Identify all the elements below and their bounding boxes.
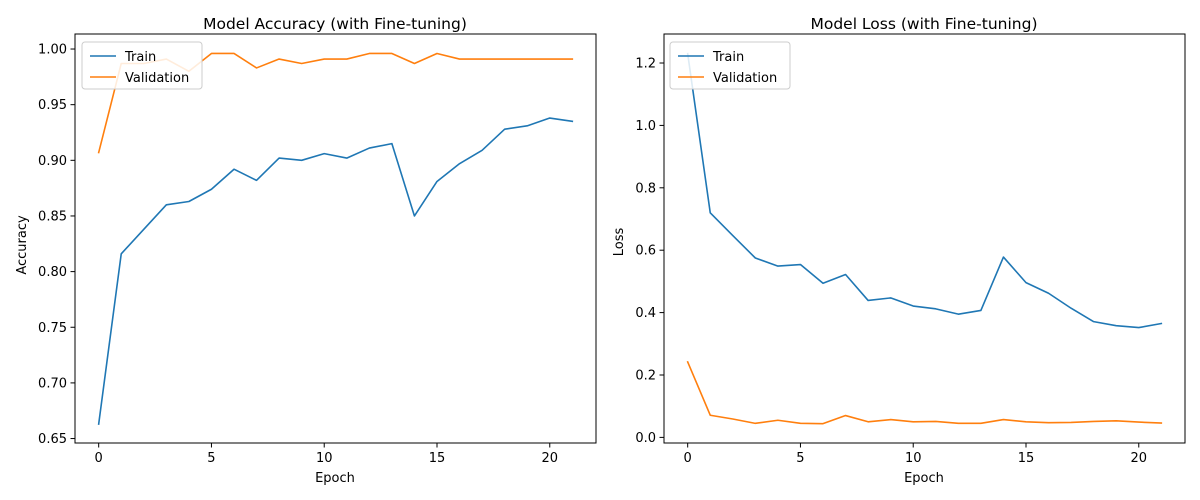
loss-series-lines — [686, 52, 1163, 425]
loss-x-axis-label: Epoch — [904, 471, 944, 486]
accuracy-y-axis-label: Accuracy — [15, 215, 30, 275]
loss-x-tick-label: 10 — [905, 451, 922, 466]
accuracy-ticks: 0 5 10 15 20 0.65 0.70 0.75 0.80 0.85 0.90 0.95 1.00 — [38, 43, 558, 466]
accuracy-legend-train-label: Train — [124, 50, 156, 65]
loss-train-line — [686, 52, 1163, 329]
accuracy-train-line — [97, 117, 574, 425]
accuracy-legend-validation-label: Validation — [125, 71, 189, 86]
loss-x-tick-label: 0 — [684, 451, 692, 466]
loss-y-tick-label: 0.2 — [635, 368, 656, 383]
accuracy-x-tick-label: 10 — [316, 451, 333, 466]
accuracy-x-axis-label: Epoch — [315, 471, 355, 486]
accuracy-chart-title: Model Accuracy (with Fine-tuning) — [203, 15, 467, 33]
loss-y-tick-label: 1.0 — [635, 119, 656, 134]
loss-y-tick-label: 0.8 — [635, 181, 656, 196]
accuracy-y-tick-label: 0.95 — [38, 98, 67, 113]
accuracy-y-tick-label: 0.65 — [38, 432, 67, 447]
loss-chart: Model Loss (with Fine-tuning) Epoch Loss… — [612, 15, 1186, 486]
loss-validation-line — [686, 360, 1163, 425]
accuracy-x-tick-label: 20 — [541, 451, 558, 466]
loss-legend-validation-label: Validation — [713, 71, 777, 86]
loss-y-tick-label: 0.6 — [635, 244, 656, 259]
accuracy-y-tick-label: 0.75 — [38, 321, 67, 336]
loss-plot-frame — [663, 33, 1186, 444]
accuracy-y-tick-label: 1.00 — [38, 43, 67, 58]
accuracy-legend: Train Validation — [81, 41, 203, 90]
accuracy-x-tick-label: 15 — [429, 451, 446, 466]
loss-y-axis-label: Loss — [612, 228, 627, 257]
accuracy-y-tick-label: 0.90 — [38, 154, 67, 169]
loss-x-tick-label: 15 — [1018, 451, 1035, 466]
accuracy-y-tick-label: 0.85 — [38, 209, 67, 224]
accuracy-y-tick-label: 0.70 — [38, 376, 67, 391]
loss-y-tick-label: 1.2 — [635, 57, 656, 72]
accuracy-plot-frame — [74, 33, 597, 444]
loss-x-tick-label: 5 — [796, 451, 804, 466]
accuracy-chart: Model Accuracy (with Fine-tuning) Epoch … — [15, 15, 597, 486]
loss-chart-title: Model Loss (with Fine-tuning) — [810, 15, 1037, 33]
loss-x-tick-label: 20 — [1130, 451, 1147, 466]
loss-legend: Train Validation — [669, 41, 791, 90]
loss-y-tick-label: 0.0 — [635, 431, 656, 446]
loss-ticks: 0 5 10 15 20 0.0 0.2 0.4 0.6 0.8 1.0 1.2 — [635, 57, 1147, 466]
loss-legend-train-label: Train — [712, 50, 744, 65]
accuracy-x-tick-label: 0 — [95, 451, 103, 466]
loss-y-tick-label: 0.4 — [635, 306, 656, 321]
accuracy-y-tick-label: 0.80 — [38, 265, 67, 280]
accuracy-x-tick-label: 5 — [207, 451, 215, 466]
